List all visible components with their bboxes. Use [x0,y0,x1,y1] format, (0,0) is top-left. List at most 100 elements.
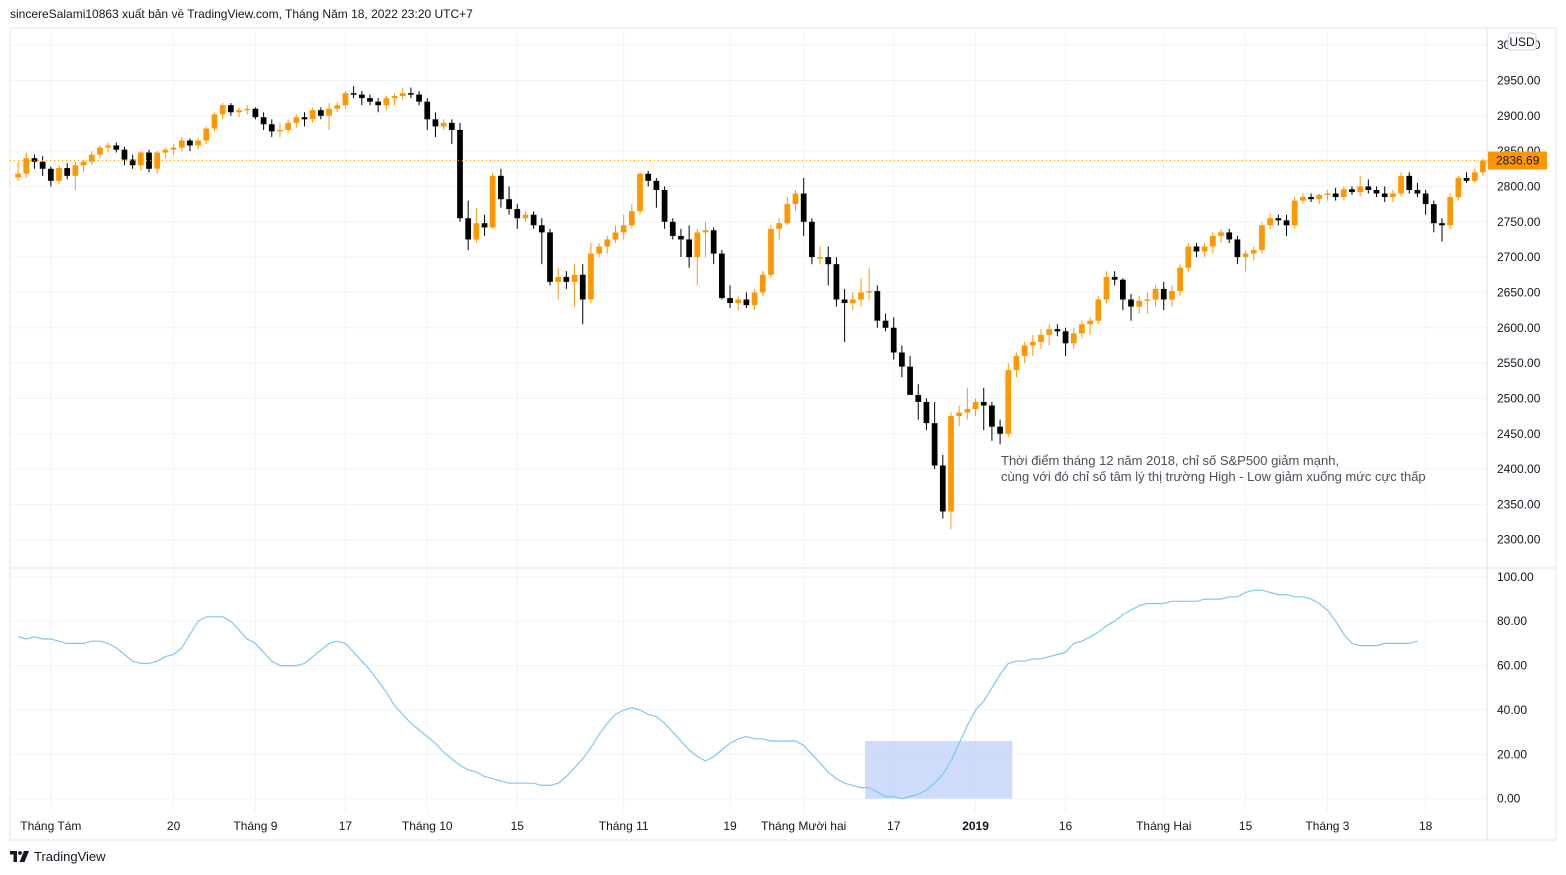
candle [97,145,103,159]
candle [530,211,537,229]
candle [318,107,324,120]
candle [571,264,578,307]
candle [972,398,979,417]
time-tick-label: 18 [1419,819,1433,833]
candle [809,218,815,265]
price-tick-label: 2400.00 [1497,462,1541,476]
indicator-tick-label: 100.00 [1497,570,1534,584]
candle [1332,187,1339,201]
candle [129,154,136,169]
price-tick-label: 2800.00 [1497,179,1541,193]
candle [596,242,602,258]
annotation-line-1: Thời điểm tháng 12 năm 2018, chỉ số S&P5… [1001,453,1340,468]
currency-tag: USD [1507,32,1537,51]
candle [899,345,905,378]
candle [367,94,373,106]
candle [1291,197,1298,229]
candle [1038,329,1044,349]
candle [506,186,512,215]
candle [776,218,783,240]
candle [1177,264,1183,296]
indicator-tick-label: 0.00 [1497,792,1521,806]
candle [849,292,856,311]
candle [489,172,496,229]
candle [915,384,922,420]
candle [800,177,807,236]
candle [866,267,873,300]
candle [80,159,87,173]
candle [1480,158,1486,176]
candle [358,91,365,106]
last-price-badge [1488,151,1547,170]
annotation-line-2: cùng với đó chỉ số tâm lý thị trường Hig… [1001,469,1426,484]
candle [1373,186,1380,198]
candle [817,246,823,265]
candle [309,107,316,123]
candle [195,138,201,150]
price-tick-label: 2350.00 [1497,497,1541,511]
candle [735,295,742,311]
candle [1013,352,1020,378]
candle [702,221,709,258]
candle [1250,246,1257,261]
candle [612,225,619,243]
candle [1095,295,1102,325]
candle [522,211,529,222]
indicator-tick-label: 80.00 [1497,614,1527,628]
candle [72,161,79,190]
candle [498,168,504,208]
price-tick-label: 2450.00 [1497,427,1541,441]
candle [187,138,193,152]
candle [334,101,341,113]
brand-name: TradingView [34,849,106,864]
tradingview-brand[interactable]: TradingView [10,849,106,864]
price-tick-label: 2550.00 [1497,356,1541,370]
candle [285,119,292,134]
last-price-marker: 2836.69 [10,151,1547,170]
candle [620,214,627,240]
candle [56,165,62,185]
candle [1152,285,1159,307]
candle [645,170,652,187]
candle [743,292,750,308]
candle [931,401,938,470]
candle [1324,189,1331,201]
candle [465,200,472,251]
candle [391,93,398,106]
candle [424,98,431,130]
candle [579,264,586,325]
candle [964,387,971,420]
time-tick-label: 15 [511,819,525,833]
candle [137,151,144,171]
candle [1029,334,1036,357]
candle [1054,324,1061,337]
candle [383,96,390,111]
indicator-tick-label: 60.00 [1497,659,1527,673]
candle [1209,232,1216,254]
candle [146,149,152,173]
candle [858,278,864,307]
candle [39,156,46,176]
candle [1439,218,1445,242]
candle [252,107,259,120]
candle [1398,172,1404,198]
candle [989,401,995,441]
candle [678,228,684,258]
candle [1087,317,1093,335]
candle [64,163,71,180]
candle [277,122,283,137]
candle [1136,295,1143,314]
grid-lines [10,31,1487,812]
candle [1201,242,1208,258]
indicator-tick-label: 20.00 [1497,747,1527,761]
candle [792,189,799,212]
candle [375,98,382,113]
candle [178,136,185,152]
candle [1349,186,1355,195]
candle [350,86,357,99]
candle [113,142,120,153]
candle [1463,172,1470,183]
candle [538,218,545,265]
candle [997,419,1003,445]
